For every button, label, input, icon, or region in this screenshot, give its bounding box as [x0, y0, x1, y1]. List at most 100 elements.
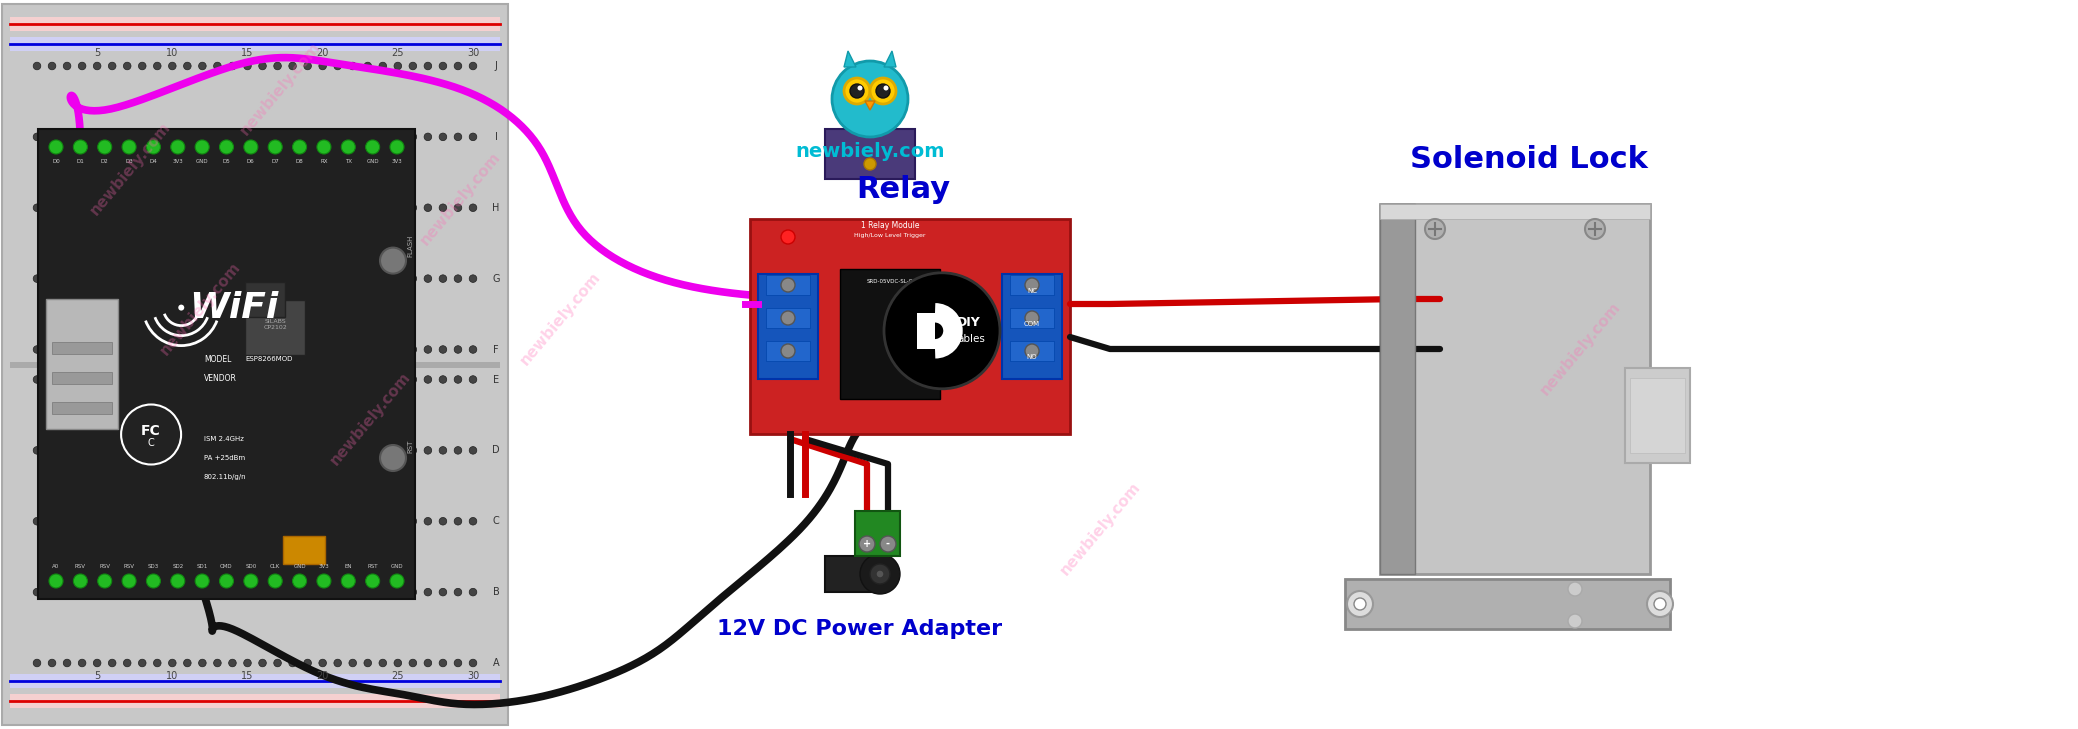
Circle shape: [424, 275, 432, 282]
Circle shape: [349, 275, 357, 282]
Circle shape: [214, 588, 220, 596]
Circle shape: [438, 204, 447, 211]
Circle shape: [318, 588, 326, 596]
Bar: [1625, 368, 1689, 463]
Bar: [245, 300, 305, 354]
Circle shape: [349, 518, 357, 525]
Circle shape: [409, 375, 418, 383]
Circle shape: [229, 375, 237, 383]
Text: ables: ables: [958, 334, 985, 344]
Circle shape: [214, 447, 220, 454]
Circle shape: [303, 447, 312, 454]
Circle shape: [1024, 311, 1039, 325]
Circle shape: [781, 344, 796, 358]
Circle shape: [168, 659, 177, 667]
Circle shape: [243, 204, 251, 211]
Circle shape: [139, 133, 145, 141]
Text: 3V3: 3V3: [391, 159, 403, 164]
Text: VENDOR: VENDOR: [204, 373, 237, 383]
Text: newbiely.com: newbiely.com: [1538, 300, 1623, 398]
Circle shape: [424, 518, 432, 525]
Circle shape: [364, 659, 372, 667]
Text: 20: 20: [316, 48, 328, 58]
Circle shape: [378, 275, 387, 282]
Circle shape: [139, 659, 145, 667]
Circle shape: [274, 275, 281, 282]
Circle shape: [214, 275, 220, 282]
Circle shape: [220, 140, 233, 154]
Circle shape: [170, 574, 185, 588]
Circle shape: [378, 518, 387, 525]
Text: Solenoid Lock: Solenoid Lock: [1409, 144, 1648, 174]
Circle shape: [243, 518, 251, 525]
Circle shape: [33, 275, 42, 282]
Circle shape: [349, 204, 357, 211]
Circle shape: [33, 518, 42, 525]
Circle shape: [199, 133, 206, 141]
Circle shape: [48, 518, 56, 525]
Circle shape: [154, 62, 162, 70]
Circle shape: [844, 78, 871, 104]
Circle shape: [243, 659, 251, 667]
Circle shape: [409, 62, 418, 70]
Text: D8: D8: [295, 159, 303, 164]
Circle shape: [79, 447, 85, 454]
Circle shape: [199, 375, 206, 383]
Circle shape: [98, 140, 112, 154]
Circle shape: [424, 447, 432, 454]
Text: SILABS
CP2102: SILABS CP2102: [264, 319, 287, 330]
Circle shape: [62, 275, 71, 282]
Circle shape: [243, 588, 251, 596]
Circle shape: [391, 140, 403, 154]
Circle shape: [860, 554, 900, 594]
Circle shape: [214, 518, 220, 525]
Circle shape: [318, 659, 326, 667]
Circle shape: [424, 375, 432, 383]
Circle shape: [318, 574, 330, 588]
Text: SRD-05VDC-SL-C: SRD-05VDC-SL-C: [867, 278, 912, 284]
Circle shape: [108, 275, 116, 282]
Circle shape: [50, 574, 62, 588]
Circle shape: [409, 204, 418, 211]
Circle shape: [199, 346, 206, 354]
Circle shape: [470, 346, 476, 354]
Circle shape: [289, 346, 297, 354]
Circle shape: [62, 518, 71, 525]
Circle shape: [214, 204, 220, 211]
Circle shape: [260, 588, 266, 596]
Circle shape: [123, 346, 131, 354]
Text: 15: 15: [241, 671, 254, 681]
Circle shape: [48, 275, 56, 282]
Text: CLK: CLK: [270, 564, 281, 569]
Circle shape: [293, 140, 308, 154]
Circle shape: [395, 346, 401, 354]
Circle shape: [214, 346, 220, 354]
Circle shape: [470, 518, 476, 525]
Circle shape: [123, 133, 131, 141]
Circle shape: [470, 275, 476, 282]
Circle shape: [378, 447, 387, 454]
Circle shape: [79, 588, 85, 596]
Text: newbiely.com: newbiely.com: [87, 120, 172, 219]
Bar: [825, 129, 914, 179]
Circle shape: [409, 346, 418, 354]
Circle shape: [455, 346, 461, 354]
Circle shape: [260, 375, 266, 383]
Text: D6: D6: [247, 159, 256, 164]
Text: High/Low Level Trigger: High/Low Level Trigger: [854, 233, 927, 238]
Circle shape: [318, 140, 330, 154]
Circle shape: [318, 62, 326, 70]
Circle shape: [139, 447, 145, 454]
Text: SD3: SD3: [148, 564, 160, 569]
Bar: [1010, 341, 1054, 361]
Text: FC: FC: [141, 424, 160, 437]
Circle shape: [229, 447, 237, 454]
Circle shape: [62, 659, 71, 667]
Circle shape: [364, 447, 372, 454]
Circle shape: [364, 518, 372, 525]
Circle shape: [395, 518, 401, 525]
Circle shape: [183, 133, 191, 141]
Text: 25: 25: [391, 671, 403, 681]
Text: GND: GND: [391, 564, 403, 569]
Text: RST: RST: [368, 564, 378, 569]
